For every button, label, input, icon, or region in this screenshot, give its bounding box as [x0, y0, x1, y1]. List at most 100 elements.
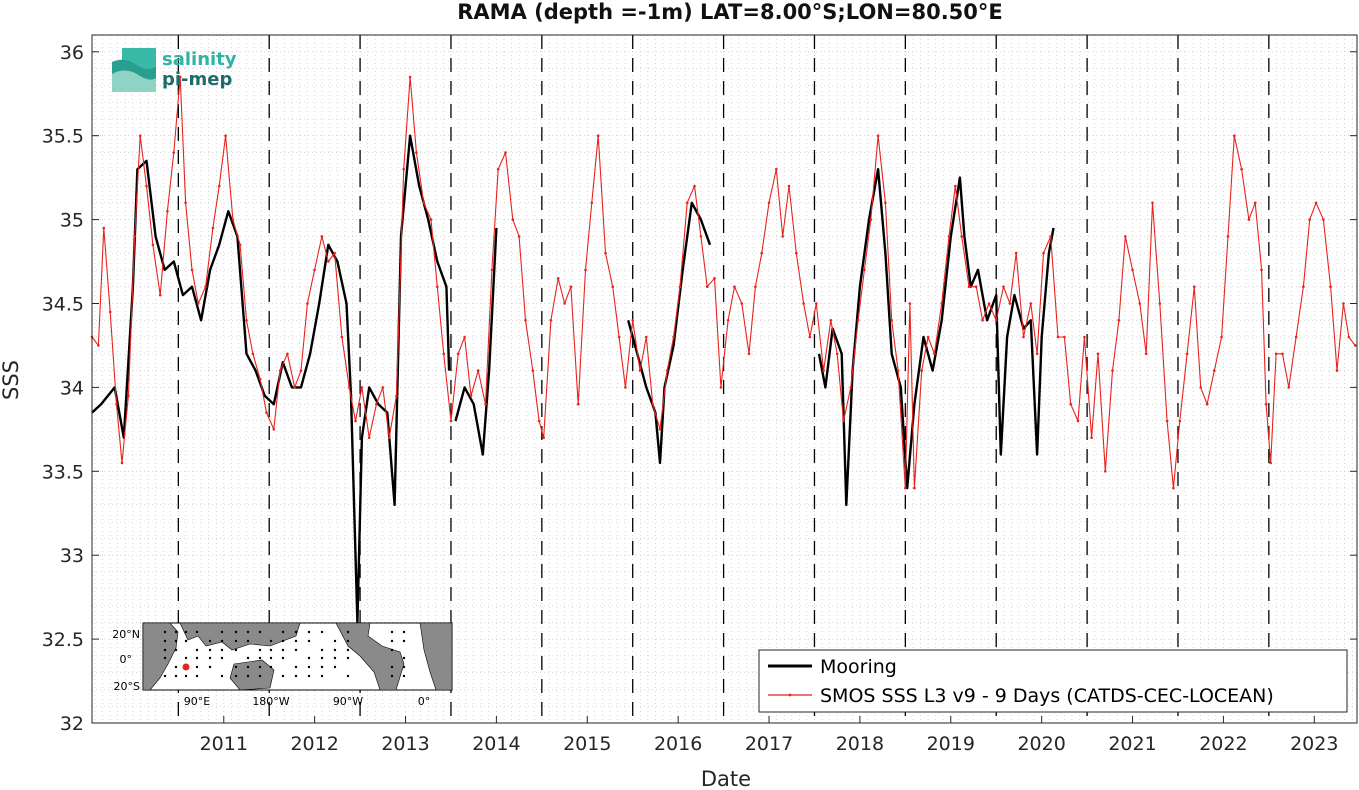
- inset-lon-label-90w: 90°W: [333, 695, 363, 708]
- series-smos-point: [145, 184, 148, 188]
- inset-mooring-dot: [246, 656, 250, 660]
- series-smos-point: [590, 201, 594, 205]
- inset-mooring-dot: [208, 648, 212, 652]
- inset-mooring-dot: [333, 665, 337, 669]
- series-smos-point: [1260, 268, 1263, 272]
- x-tick-label: 2022: [1199, 733, 1247, 755]
- series-smos-point: [876, 134, 880, 137]
- series-smos-point: [166, 209, 169, 213]
- series-smos-point: [395, 394, 398, 398]
- series-smos-point: [463, 335, 466, 339]
- inset-mooring-dot: [195, 630, 199, 634]
- inset-mooring-dot: [346, 648, 350, 652]
- series-smos-point: [815, 302, 818, 305]
- plot-frame: [91, 34, 1358, 724]
- series-smos-point: [994, 319, 998, 322]
- series-smos-point: [313, 268, 316, 272]
- series-smos-point: [387, 436, 391, 440]
- inset-mooring-dot: [195, 665, 199, 669]
- y-tick-label: 35.5: [42, 126, 84, 148]
- series-smos-point: [151, 243, 155, 247]
- series-smos-point: [549, 319, 553, 322]
- series-smos-point: [1329, 285, 1332, 289]
- chart-title: RAMA (depth =-1m) LAT=8.00°S;LON=80.50°E: [457, 0, 1003, 24]
- inset-mooring-dot: [246, 665, 250, 669]
- series-smos-point: [1172, 486, 1175, 490]
- series-smos-point: [484, 402, 487, 406]
- series-smos-point: [1314, 201, 1318, 205]
- series-smos-point: [1131, 268, 1134, 272]
- x-tick-label: 2012: [290, 733, 338, 755]
- series-smos-point: [933, 352, 936, 356]
- series-smos-point: [1240, 167, 1243, 171]
- inset-mooring-dot: [390, 648, 394, 652]
- inset-mooring-dot: [220, 674, 224, 678]
- series-smos-line: [91, 76, 1356, 489]
- inset-mooring-dot: [234, 665, 238, 669]
- series-smos-point: [265, 411, 268, 414]
- y-tick-label: 32: [60, 713, 84, 735]
- series-mooring-line: [454, 227, 498, 456]
- inset-mooring-dot: [174, 630, 178, 634]
- y-tick-label: 35: [60, 210, 84, 232]
- series-smos-point: [849, 386, 853, 389]
- y-tick-label: 34: [60, 377, 84, 399]
- inset-mooring-dot: [234, 674, 238, 678]
- inset-mooring-dot: [294, 630, 298, 634]
- series-smos-point: [1124, 235, 1127, 238]
- inset-mooring-dot: [281, 648, 285, 652]
- x-tick-label: 2018: [836, 733, 884, 755]
- series-smos-point: [699, 235, 703, 238]
- inset-mooring-dot: [195, 656, 199, 660]
- inset-mooring-dot: [402, 639, 406, 643]
- inset-mooring-dot: [402, 665, 406, 669]
- series-smos-point: [890, 319, 893, 322]
- inset-map: 20°N 0° 20°S 90°E 180°W 90°W 0°: [112, 622, 453, 708]
- y-tick-label: 33.5: [42, 461, 84, 483]
- series-smos-point: [524, 319, 527, 322]
- series-smos-point: [120, 461, 124, 465]
- series-smos-point: [108, 310, 112, 314]
- series-smos-point: [584, 268, 587, 272]
- series-smos-point: [863, 268, 866, 272]
- inset-land-australia: [229, 659, 275, 691]
- inset-mooring-dot: [269, 665, 273, 669]
- inset-mooring-dot: [320, 674, 324, 678]
- inset-mooring-dot: [281, 674, 285, 678]
- series-smos-point: [651, 402, 654, 406]
- logo-text-salinity: salinity: [162, 49, 237, 70]
- inset-mooring-dot: [281, 639, 285, 643]
- inset-mooring-dot: [258, 665, 262, 669]
- inset-mooring-dot: [307, 665, 311, 669]
- series-smos-point: [981, 319, 984, 322]
- inset-mooring-dot: [163, 648, 167, 652]
- series-smos-point: [1274, 352, 1278, 356]
- series-smos-point: [231, 218, 235, 221]
- series-smos-point: [442, 352, 446, 356]
- series-smos-point: [402, 167, 406, 171]
- y-tick-label: 32.5: [42, 629, 84, 651]
- series-smos-point: [327, 260, 330, 263]
- inset-mooring-dot: [346, 639, 350, 643]
- series-smos-point: [693, 184, 696, 188]
- series-smos-point: [286, 352, 289, 356]
- series-smos-point: [896, 369, 900, 372]
- series-smos-point: [1096, 352, 1100, 356]
- series-smos-point: [1022, 335, 1025, 339]
- inset-mooring-dot: [307, 674, 311, 678]
- inset-mooring-dot: [246, 639, 250, 643]
- series-smos-point: [1287, 386, 1291, 389]
- series-smos-point: [360, 386, 364, 389]
- inset-mooring-dot: [333, 648, 337, 652]
- series-smos-point: [638, 369, 642, 372]
- series-smos-point: [1008, 302, 1012, 305]
- series-smos-point: [1281, 352, 1284, 356]
- inset-mooring-dot: [390, 665, 394, 669]
- series-smos-point: [1042, 251, 1045, 255]
- series-smos-point: [556, 277, 560, 280]
- inset-mooring-dot: [234, 648, 238, 652]
- series-smos-point: [856, 319, 860, 322]
- series-smos-point: [415, 151, 418, 154]
- inset-mooring-dot: [320, 648, 324, 652]
- inset-mooring-dot: [195, 648, 199, 652]
